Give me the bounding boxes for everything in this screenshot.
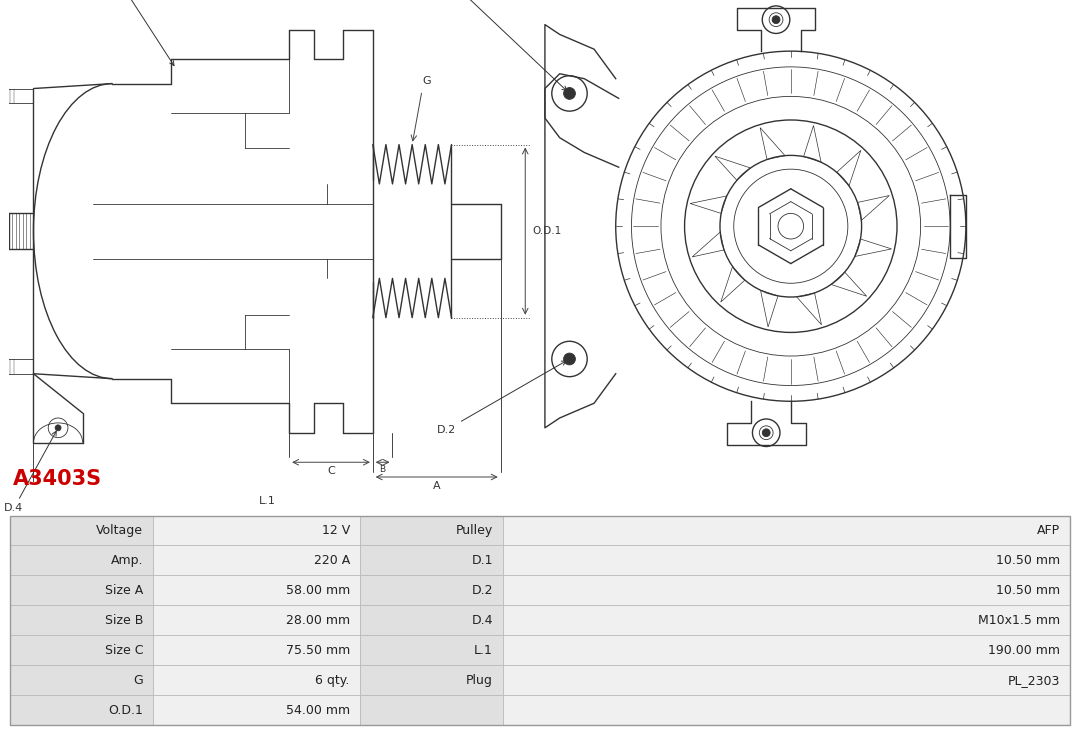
Text: Size B: Size B [105, 614, 143, 626]
Text: L.1: L.1 [258, 495, 275, 505]
Bar [503, 545, 1070, 575]
Text: AFP: AFP [1037, 524, 1059, 537]
Bar [10, 545, 153, 575]
Bar [10, 636, 153, 665]
Bar [503, 636, 1070, 665]
Text: PL_2303: PL_2303 [1008, 674, 1059, 687]
Bar [10, 575, 153, 605]
Text: D.2: D.2 [437, 361, 566, 434]
Circle shape [564, 87, 576, 99]
Text: Pulley: Pulley [456, 524, 492, 537]
Text: D.2: D.2 [471, 584, 492, 597]
Text: Voltage: Voltage [96, 524, 143, 537]
Bar [503, 575, 1070, 605]
Text: 10.50 mm: 10.50 mm [996, 554, 1059, 567]
Text: 58.00 mm: 58.00 mm [285, 584, 350, 597]
Text: Size A: Size A [105, 584, 143, 597]
Text: B: B [379, 465, 386, 474]
Text: C: C [327, 466, 335, 476]
Bar [360, 665, 503, 695]
Bar [360, 605, 503, 636]
Bar [503, 665, 1070, 695]
Text: 54.00 mm: 54.00 mm [286, 703, 350, 717]
Text: G: G [133, 674, 143, 687]
Text: D.1: D.1 [437, 0, 567, 91]
Text: M10x1.5 mm: M10x1.5 mm [977, 614, 1059, 626]
Bar [503, 605, 1070, 636]
Bar [360, 516, 503, 545]
Bar [10, 516, 153, 545]
Bar [10, 695, 153, 725]
Text: A: A [433, 481, 441, 491]
Text: 220 A: 220 A [313, 554, 350, 567]
Text: D.4: D.4 [4, 431, 56, 514]
Bar [503, 695, 1070, 725]
Text: Size C: Size C [105, 644, 143, 657]
Bar [153, 605, 360, 636]
Text: O.D.1: O.D.1 [108, 703, 143, 717]
Bar [10, 605, 153, 636]
Bar [153, 545, 360, 575]
Text: Plug: Plug [467, 674, 492, 687]
Text: 6 qty.: 6 qty. [315, 674, 350, 687]
Bar [503, 516, 1070, 545]
Circle shape [564, 353, 576, 365]
Text: D.1: D.1 [471, 554, 492, 567]
Bar [360, 695, 503, 725]
Text: 10.50 mm: 10.50 mm [996, 584, 1059, 597]
Text: 75.50 mm: 75.50 mm [285, 644, 350, 657]
Text: D.4: D.4 [471, 614, 492, 626]
Text: A3403S: A3403S [13, 468, 103, 489]
Text: 12 V: 12 V [322, 524, 350, 537]
Text: Amp.: Amp. [110, 554, 143, 567]
Bar [360, 545, 503, 575]
Text: 190.00 mm: 190.00 mm [988, 644, 1059, 657]
Bar [360, 636, 503, 665]
Circle shape [772, 16, 780, 23]
Bar [10, 516, 1070, 725]
Bar [153, 516, 360, 545]
Bar [153, 665, 360, 695]
Text: L.1: L.1 [474, 644, 492, 657]
Circle shape [55, 425, 62, 431]
Bar [153, 695, 360, 725]
Text: O.D.1: O.D.1 [532, 226, 562, 236]
Circle shape [762, 428, 770, 437]
Bar [360, 575, 503, 605]
Text: G: G [422, 75, 431, 86]
Bar [153, 575, 360, 605]
Bar [153, 636, 360, 665]
Text: D.3: D.3 [97, 0, 174, 66]
Text: 28.00 mm: 28.00 mm [286, 614, 350, 626]
Bar [10, 665, 153, 695]
